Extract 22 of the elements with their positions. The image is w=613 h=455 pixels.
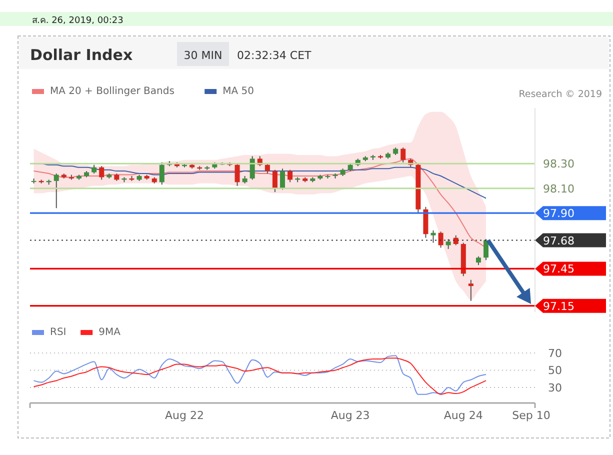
- x-tick-label: Aug 23: [330, 409, 370, 422]
- text: Research © 2019: [518, 89, 602, 100]
- y-tick-label: 98.30: [543, 158, 574, 171]
- legend-label: MA 50: [222, 86, 254, 97]
- text: ส.ค. 26, 2019, 00:23: [32, 16, 124, 26]
- text: 02:32:34 CET: [237, 49, 312, 62]
- y-tick-label: 97.45: [543, 262, 574, 276]
- chart-subtitle: 30 MIN: [184, 49, 222, 62]
- y-tick-label: 97.90: [543, 207, 574, 220]
- x-tick-label: Aug 24: [444, 409, 483, 422]
- y-tick-label: 98.10: [543, 182, 574, 196]
- x-tick-label: Aug 22: [165, 409, 204, 422]
- legend-label: RSI: [50, 327, 66, 338]
- x-tick-label: Sep 10: [512, 409, 550, 422]
- y-tick-label: 70: [548, 347, 562, 360]
- y-tick-label: 50: [548, 364, 562, 378]
- y-tick-label: 97.68: [543, 234, 574, 248]
- chart-title: Dollar Index: [30, 46, 133, 64]
- y-tick-label: 30: [548, 381, 562, 394]
- y-tick-label: 97.15: [543, 300, 574, 313]
- legend-label: MA 20 + Bollinger Bands: [50, 86, 174, 97]
- legend-label: 9MA: [98, 327, 121, 338]
